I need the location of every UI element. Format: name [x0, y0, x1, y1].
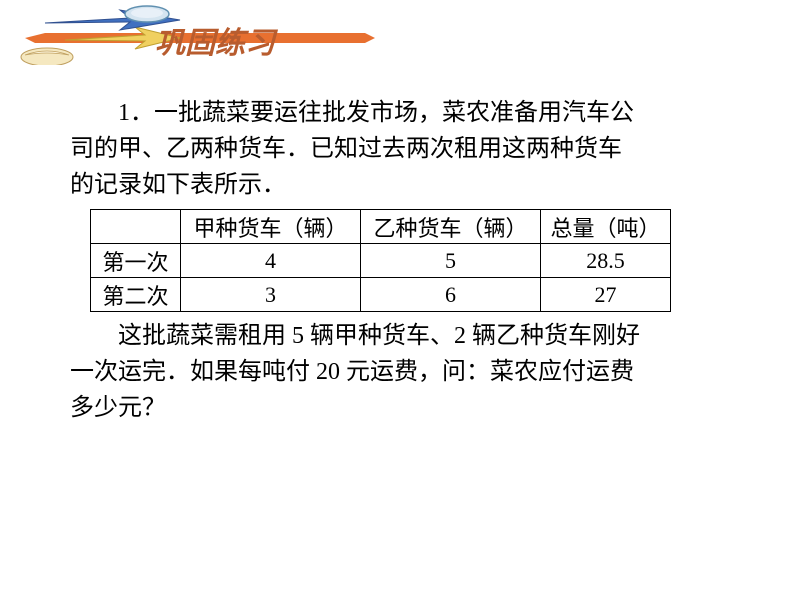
- table-cell: 4: [181, 244, 361, 278]
- table-header-blank: [91, 210, 181, 244]
- problem-line-3: 的记录如下表所示．: [70, 167, 720, 203]
- table-header-row: 甲种货车（辆） 乙种货车（辆） 总量（吨）: [91, 210, 671, 244]
- problem-description: 1．一批蔬菜要运往批发市场，菜农准备用汽车公 司的甲、乙两种货车．已知过去两次租…: [70, 95, 720, 203]
- table-header-c: 总量（吨）: [541, 210, 671, 244]
- problem-followup: 这批蔬菜需租用 5 辆甲种货车、2 辆乙种货车刚好 一次运完．如果每吨付 20 …: [70, 318, 720, 426]
- table-cell: 5: [361, 244, 541, 278]
- table-row-label: 第二次: [91, 278, 181, 312]
- problem-line-1: 1．一批蔬菜要运往批发市场，菜农准备用汽车公: [70, 95, 720, 131]
- table-header-a: 甲种货车（辆）: [181, 210, 361, 244]
- table-row: 第一次 4 5 28.5: [91, 244, 671, 278]
- table-cell: 3: [181, 278, 361, 312]
- followup-line-3: 多少元？: [70, 390, 720, 426]
- content-area: 1．一批蔬菜要运往批发市场，菜农准备用汽车公 司的甲、乙两种货车．已知过去两次租…: [70, 95, 720, 426]
- table-cell: 28.5: [541, 244, 671, 278]
- problem-line-2: 司的甲、乙两种货车．已知过去两次租用这两种货车: [70, 131, 720, 167]
- table-row-label: 第一次: [91, 244, 181, 278]
- table-cell: 6: [361, 278, 541, 312]
- section-title: 巩固练习: [155, 18, 275, 62]
- data-table: 甲种货车（辆） 乙种货车（辆） 总量（吨） 第一次 4 5 28.5 第二次 3…: [90, 209, 671, 312]
- table-row: 第二次 3 6 27: [91, 278, 671, 312]
- header-section: 巩固练习: [0, 0, 794, 70]
- followup-line-2: 一次运完．如果每吨付 20 元运费，问：菜农应付运费: [70, 354, 720, 390]
- table-cell: 27: [541, 278, 671, 312]
- data-table-wrapper: 甲种货车（辆） 乙种货车（辆） 总量（吨） 第一次 4 5 28.5 第二次 3…: [90, 209, 720, 312]
- followup-line-1: 这批蔬菜需租用 5 辆甲种货车、2 辆乙种货车刚好: [70, 318, 720, 354]
- table-header-b: 乙种货车（辆）: [361, 210, 541, 244]
